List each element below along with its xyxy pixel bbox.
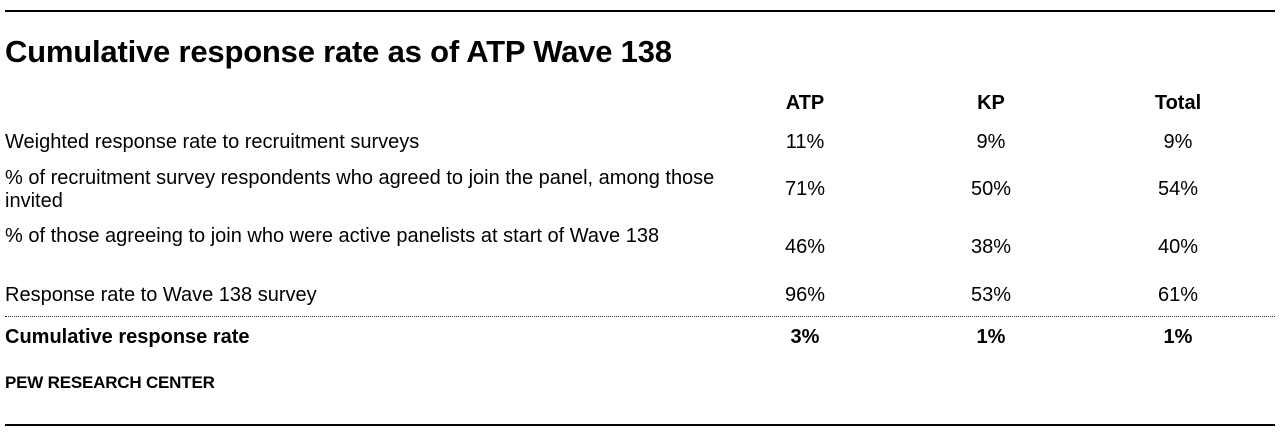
column-header-total: Total <box>1154 92 1202 114</box>
dotted-divider <box>5 316 1275 317</box>
row-value-total: 54% <box>1157 178 1199 200</box>
row-label: Weighted response rate to recruitment su… <box>5 131 420 153</box>
row-label: Response rate to Wave 138 survey <box>5 284 317 306</box>
total-value-kp: 1% <box>976 326 1006 348</box>
row-label: % of those agreeing to join who were act… <box>5 225 660 247</box>
total-value-total: 1% <box>1163 326 1193 348</box>
row-value-kp: 50% <box>970 178 1012 200</box>
column-header-kp: KP <box>977 92 1005 114</box>
row-value-kp: 9% <box>976 131 1006 153</box>
source-credit: PEW RESEARCH CENTER <box>5 373 215 392</box>
row-value-atp: 96% <box>784 284 826 306</box>
row-value-kp: 53% <box>970 284 1012 306</box>
top-rule <box>5 10 1275 12</box>
row-label: % of recruitment survey respondents who … <box>5 167 715 212</box>
row-value-atp: 11% <box>785 131 825 153</box>
total-row-label: Cumulative response rate <box>5 326 250 348</box>
table-title: Cumulative response rate as of ATP Wave … <box>5 34 672 69</box>
row-value-total: 61% <box>1157 284 1199 306</box>
bottom-rule <box>5 424 1275 426</box>
row-value-kp: 38% <box>970 236 1012 258</box>
total-value-atp: 3% <box>790 326 820 348</box>
row-value-atp: 71% <box>784 178 826 200</box>
column-header-atp: ATP <box>785 92 825 114</box>
row-value-total: 9% <box>1163 131 1193 153</box>
row-value-total: 40% <box>1157 236 1199 258</box>
row-value-atp: 46% <box>784 236 826 258</box>
